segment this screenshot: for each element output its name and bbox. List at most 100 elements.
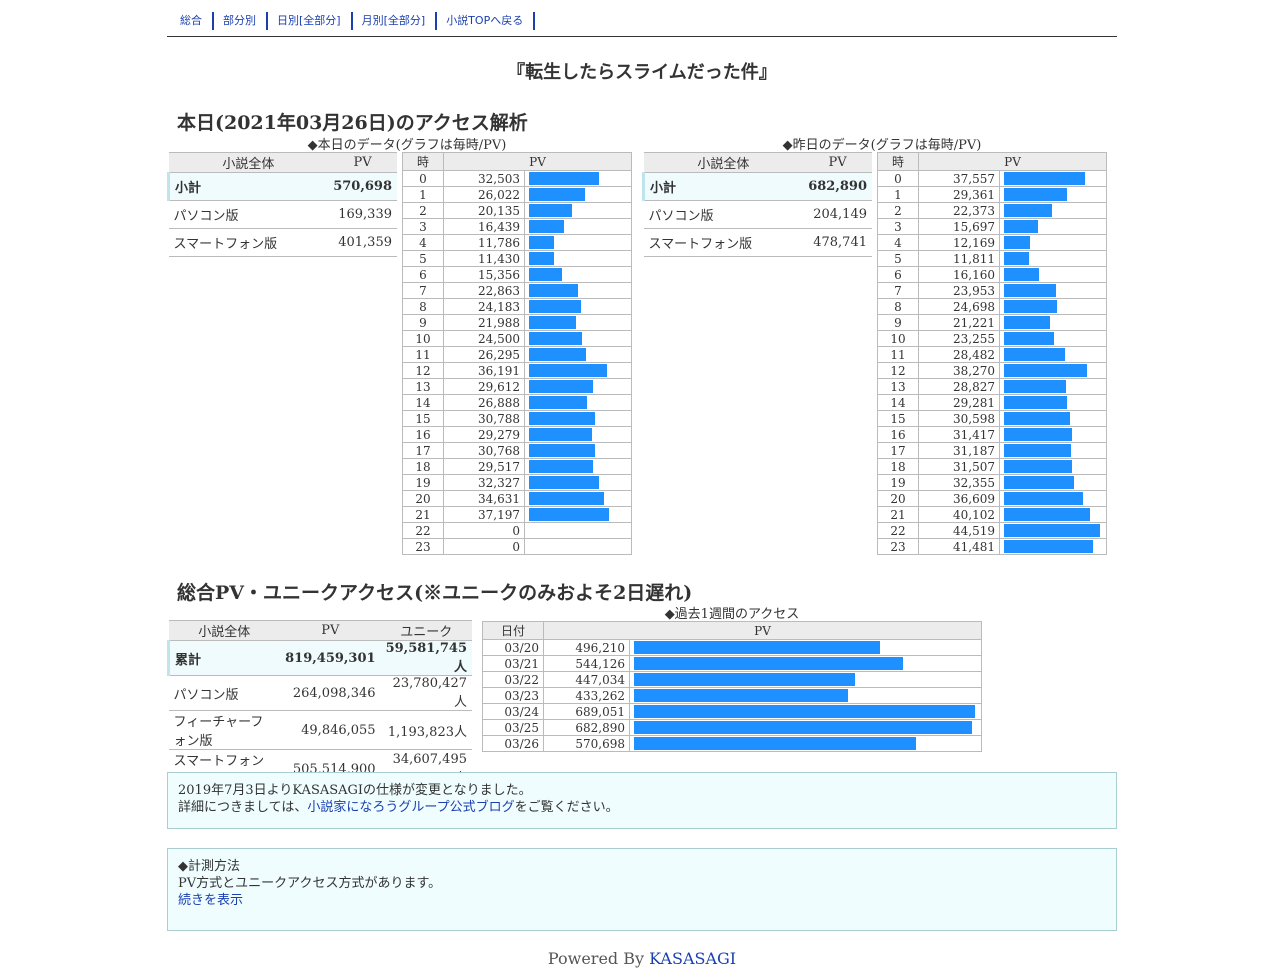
row-label: 小計 [642,172,804,201]
bar-cell [999,202,1107,219]
bar-cell [999,538,1107,555]
summary-header-pv: PV [803,152,872,173]
row-unique: 23,780,427人 [380,675,472,711]
row-value: 447,034 [543,671,630,688]
bar-cell [524,170,632,187]
summary-header-all: 小説全体 [168,152,329,173]
pv-bar [529,476,599,489]
pv-bar [1004,268,1039,281]
bar-cell [999,490,1107,507]
bar-cell [629,703,982,720]
row-label: 03/26 [482,735,544,752]
row-value: 29,612 [443,378,525,395]
row-label: 23 [402,538,444,555]
bar-cell [524,458,632,475]
table-row: 4 11,786 [402,234,632,251]
row-label: 20 [877,490,919,507]
table-row: 0 37,557 [877,170,1107,187]
method-box: ◆計測方法 PV方式とユニークアクセス方式があります。 続きを表示 [167,848,1117,931]
nav-novel-top-link[interactable]: 小説TOPへ戻る [439,12,536,30]
show-more-link[interactable]: 続きを表示 [178,893,244,908]
nav-monthly-link[interactable]: 月別[全部分] [355,12,438,30]
pv-bar [529,460,593,473]
row-label: フィーチャーフォン版 [168,710,281,750]
row-value: 37,197 [443,506,525,523]
row-value: 30,598 [918,410,1000,427]
pv-header: PV [443,152,632,171]
pv-bar [529,252,554,265]
table-row: 18 31,507 [877,458,1107,475]
table-row: 9 21,221 [877,314,1107,331]
row-label: 22 [877,522,919,539]
table-row: 13 28,827 [877,378,1107,395]
row-label: 6 [402,266,444,283]
table-row: 03/20 496,210 [482,639,982,656]
table-row: 18 29,517 [402,458,632,475]
table-row: 7 22,863 [402,282,632,299]
table-row: 6 16,160 [877,266,1107,283]
row-value: 26,888 [443,394,525,411]
nav-total-link[interactable]: 総合 [173,12,214,30]
pv-bar [1004,396,1067,409]
table-row: 5 11,430 [402,250,632,267]
nav-daily-link[interactable]: 日別[全部分] [270,12,353,30]
notice-line1: 2019年7月3日よりKASASAGIの仕様が変更となりました。 [178,783,532,798]
total-summary-table: 小説全体 PV ユニーク 累計 819,459,301 59,581,745人 … [167,620,472,789]
row-value: 34,631 [443,490,525,507]
row-label: 5 [877,250,919,267]
table-row: 11 26,295 [402,346,632,363]
pv-bar [529,316,576,329]
official-blog-link[interactable]: 小説家になろうグループ公式ブログ [307,800,515,815]
row-label: 14 [402,394,444,411]
row-label: 16 [877,426,919,443]
row-label: 03/23 [482,687,544,704]
nav-part-link[interactable]: 部分別 [216,12,268,30]
row-label: 20 [402,490,444,507]
pv-bar [529,204,572,217]
row-label: 19 [877,474,919,491]
row-label: 21 [877,506,919,523]
row-label: 0 [402,170,444,187]
hour-header: 時 [402,152,444,171]
pv-bar [1004,364,1087,377]
row-label: パソコン版 [643,200,804,229]
table-row: 2 20,135 [402,202,632,219]
row-label: 8 [402,298,444,315]
bar-cell [629,671,982,688]
table-row: 12 38,270 [877,362,1107,379]
bar-cell [999,410,1107,427]
summary-header-pv: PV [328,152,397,173]
pv-bar [529,188,585,201]
table-row: 15 30,598 [877,410,1107,427]
row-value: 169,339 [328,200,397,229]
bar-cell [524,250,632,267]
pv-bar [634,657,903,670]
row-value: 689,051 [543,703,630,720]
row-value: 496,210 [543,639,630,656]
row-value: 30,768 [443,442,525,459]
kasasagi-link[interactable]: KASASAGI [649,949,737,968]
yesterday-summary-table: 小説全体 PV 小計 682,890 パソコン版 204,149 スマートフォン… [642,152,872,257]
bar-cell [999,234,1107,251]
total-header-unique: ユニーク [380,620,472,641]
footer: Powered By KASASAGI [547,949,737,968]
pv-bar [529,348,586,361]
pv-bar [1004,300,1057,313]
row-unique: 59,581,745人 [380,640,472,676]
today-heading: 本日(2021年03月26日)のアクセス解析 [177,112,528,134]
row-value: 433,262 [543,687,630,704]
pv-bar [1004,188,1067,201]
bar-cell [524,298,632,315]
table-row: 19 32,355 [877,474,1107,491]
bar-cell [999,250,1107,267]
table-row: 14 29,281 [877,394,1107,411]
row-label: 7 [402,282,444,299]
today-caption: ◆本日のデータ(グラフは毎時/PV) [307,138,507,153]
row-value: 32,327 [443,474,525,491]
row-label: 03/24 [482,703,544,720]
novel-title: 『転生したらスライムだった件』 [507,62,777,83]
pv-bar [529,284,578,297]
row-value: 682,890 [543,719,630,736]
row-value: 11,430 [443,250,525,267]
row-value: 41,481 [918,538,1000,555]
